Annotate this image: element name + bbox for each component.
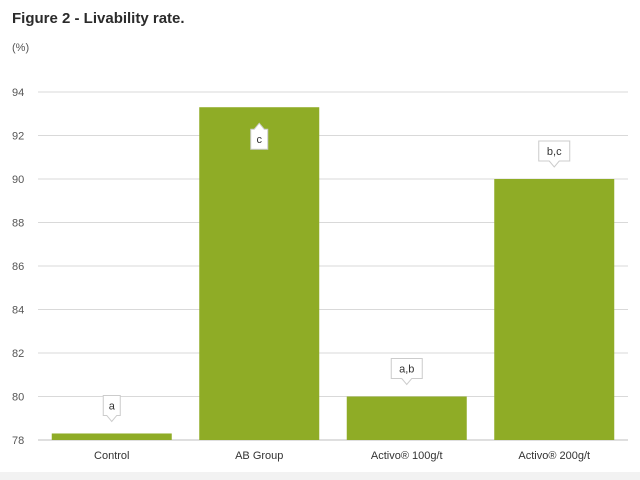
bar [199,107,320,440]
x-category-label: Activo® 100g/t [371,450,443,462]
y-tick-label: 84 [12,305,24,317]
annotation-label: c [257,134,263,146]
annotation-label: b,c [547,146,562,158]
y-tick-label: 78 [12,435,24,447]
annotation-callout: b,c [538,140,571,168]
y-tick-label: 94 [12,87,24,99]
y-tick-label: 88 [12,218,24,230]
x-category-label: AB Group [235,450,283,462]
annotation-callout: a,b [390,358,423,386]
y-axis-ticks: 78 80 82 84 86 88 90 92 94 [12,87,24,447]
annotation-callout: a [102,394,121,423]
bar-annotations: a c a,b b,c [102,122,571,423]
bar [51,433,172,440]
y-tick-label: 82 [12,348,24,360]
x-category-label: Activo® 200g/t [518,450,590,462]
y-axis-unit-label: (%) [12,42,30,54]
callout-box [250,122,269,150]
y-tick-label: 90 [12,174,24,186]
annotation-label: a,b [399,364,414,376]
y-tick-label: 92 [12,131,24,143]
y-tick-label: 86 [12,261,24,273]
annotation-label: a [109,400,116,412]
bars [51,107,615,440]
x-category-label: Control [94,450,129,462]
callout-box [390,358,423,386]
annotation-callout: c [250,122,269,150]
y-tick-label: 80 [12,392,24,404]
x-axis-categories: Control AB Group Activo® 100g/t Activo® 200… [94,450,590,462]
bar [494,179,615,440]
callout-box [538,140,571,168]
bar [346,396,467,440]
callout-box [102,394,121,423]
chart-title: Figure 2 - Livability rate. [12,10,185,27]
